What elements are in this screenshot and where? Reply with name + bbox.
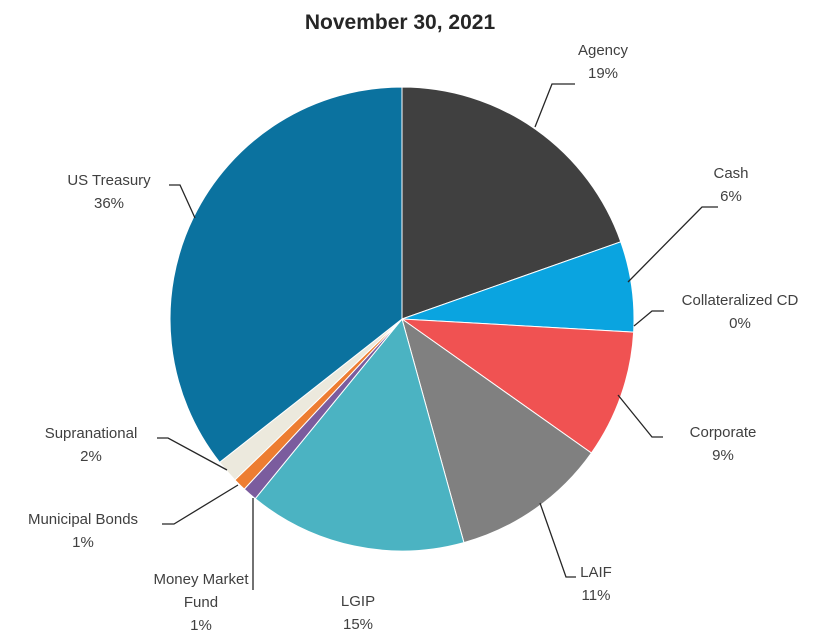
percent-label-collateralized-cd: 0% (729, 315, 751, 332)
category-label-corporate: Corporate (690, 424, 757, 441)
label-money-market-fund: Money Market Fund 1% (153, 571, 249, 634)
leader-line-corporate (617, 394, 663, 438)
label-collateralized-cd: Collateralized CD 0% (682, 292, 799, 332)
slice-us-treasury (169, 86, 403, 464)
percent-label-corporate: 9% (712, 447, 734, 464)
slice-laif (401, 317, 593, 544)
leader-line-laif (539, 502, 576, 578)
percent-label-money-market-fund: 1% (190, 617, 212, 634)
chart-title: November 30, 2021 (305, 11, 496, 34)
slice-lgip (254, 317, 465, 552)
percent-label-agency: 19% (588, 65, 618, 82)
pie-slices (169, 86, 635, 552)
category-label-supranational: Supranational (45, 425, 138, 442)
leader-line-agency (534, 83, 575, 128)
label-cash: Cash 6% (713, 165, 748, 205)
label-municipal-bonds: Municipal Bonds 1% (28, 511, 138, 551)
label-us-treasury: US Treasury 36% (67, 172, 151, 212)
leader-line-municipal-bonds (162, 484, 239, 525)
percent-label-supranational: 2% (80, 448, 102, 465)
percent-label-cash: 6% (720, 188, 742, 205)
slice-corporate (400, 318, 635, 454)
slice-labels: Agency 19% Cash 6% Collateralized CD 0% Corpor… (28, 42, 799, 634)
category-label-us-treasury: US Treasury (67, 172, 151, 189)
category-label-money-market-fund: Money Market (153, 571, 249, 588)
category-label-agency: Agency (578, 42, 629, 59)
label-laif: LAIF 11% (580, 564, 612, 604)
category-label-cash: Cash (713, 165, 748, 182)
category-label-collateralized-cd: Collateralized CD (682, 292, 799, 309)
category-label-municipal-bonds: Municipal Bonds (28, 511, 138, 528)
leader-line-supranational (157, 437, 228, 471)
label-lgip: LGIP 15% (341, 593, 375, 633)
leader-line-collateralized-cd (633, 310, 664, 327)
label-corporate: Corporate 9% (690, 424, 757, 464)
leader-line-cash (627, 206, 718, 283)
label-agency: Agency 19% (578, 42, 629, 82)
category-label-lgip: LGIP (341, 593, 375, 610)
leader-lines (157, 83, 718, 590)
percent-label-laif: 11% (582, 587, 611, 604)
leader-line-us-treasury (169, 184, 196, 219)
percent-label-lgip: 15% (343, 616, 373, 633)
category-label-laif: LAIF (580, 564, 612, 581)
percent-label-municipal-bonds: 1% (72, 534, 94, 551)
percent-label-us-treasury: 36% (94, 195, 124, 212)
category-label-money-market-fund: Fund (184, 594, 218, 611)
label-supranational: Supranational 2% (45, 425, 138, 465)
